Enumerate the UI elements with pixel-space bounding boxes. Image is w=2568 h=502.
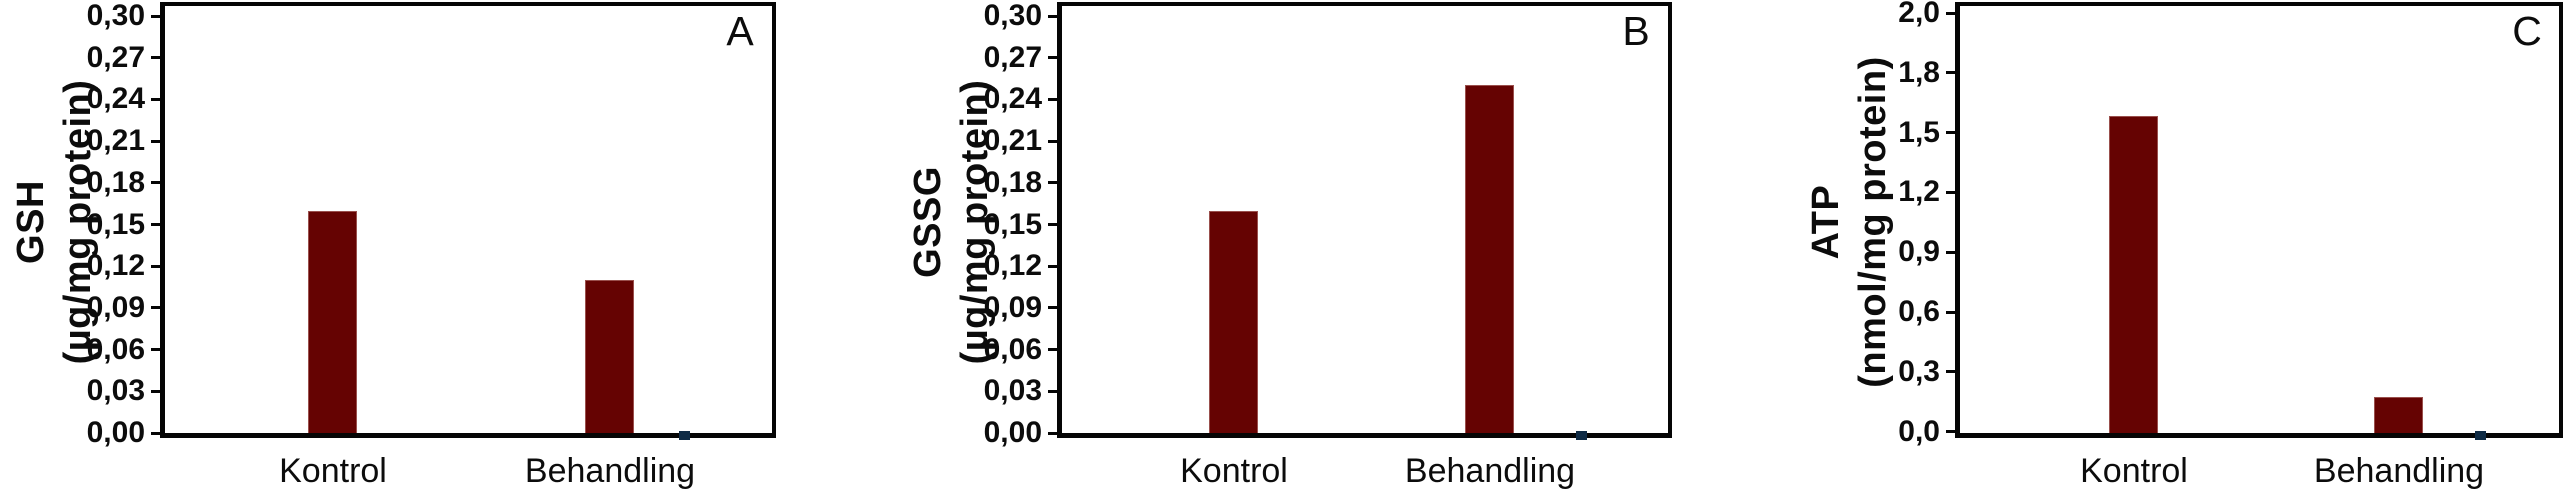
panel-letter: B (1622, 8, 1650, 54)
y-tick-mark (151, 56, 160, 59)
y-tick-mark (1048, 15, 1057, 18)
baseline-marker (2475, 431, 2486, 440)
y-tick-label: 0,27 (86, 41, 145, 74)
y-tick-mark (1048, 98, 1057, 101)
x-label-behandling: Behandling (2313, 452, 2485, 490)
y-tick-label: 0,00 (983, 416, 1042, 449)
y-tick-mark (1048, 140, 1057, 143)
y-tick-label: 0,18 (983, 166, 1042, 199)
y-tick-label: 0,15 (983, 208, 1042, 241)
y-tick-mark (1048, 223, 1057, 226)
y-tick-mark (1048, 348, 1057, 351)
y-tick-mark (1048, 390, 1057, 393)
x-label-kontrol: Kontrol (2080, 452, 2188, 490)
y-tick-label: 0,24 (983, 82, 1042, 115)
y-tick-label: 0,27 (983, 41, 1042, 74)
y-tick-mark (1946, 311, 1955, 314)
y-tick-mark (1048, 265, 1057, 268)
x-label-kontrol: Kontrol (279, 452, 387, 490)
x-label-behandling: Behandling (524, 452, 696, 490)
y-tick-label: 0,21 (983, 124, 1042, 157)
y-tick-mark (151, 15, 160, 18)
y-tick-mark (1048, 181, 1057, 184)
y-tick-mark (151, 390, 160, 393)
y-tick-label: 0,18 (86, 166, 145, 199)
y-tick-label: 0,03 (86, 374, 145, 407)
y-tick-label: 0,0 (1898, 415, 1940, 448)
y-tick-label: 1,2 (1898, 175, 1940, 208)
y-tick-label: 0,6 (1898, 295, 1940, 328)
x-label-behandling: Behandling (1404, 452, 1576, 490)
baseline-marker (1576, 431, 1587, 440)
baseline-marker (679, 431, 690, 440)
x-label-kontrol: Kontrol (1180, 452, 1288, 490)
y-tick-mark (1048, 56, 1057, 59)
bar-kontrol (308, 211, 357, 433)
plot-area (160, 2, 776, 438)
y-tick-mark (151, 306, 160, 309)
y-tick-mark (1946, 251, 1955, 254)
y-tick-label: 0,30 (86, 0, 145, 32)
y-tick-label: 0,06 (86, 333, 145, 366)
y-tick-label: 0,12 (983, 249, 1042, 282)
y-tick-mark (1946, 12, 1955, 15)
y-tick-mark (1048, 306, 1057, 309)
y-tick-mark (151, 140, 160, 143)
y-tick-mark (151, 265, 160, 268)
y-tick-label: 1,5 (1898, 116, 1940, 149)
bar-kontrol (2109, 116, 2158, 433)
y-tick-mark (1946, 430, 1955, 433)
y-tick-mark (151, 348, 160, 351)
y-tick-label: 1,8 (1898, 56, 1940, 89)
y-tick-label: 0,06 (983, 333, 1042, 366)
bar-behandling (1465, 85, 1514, 433)
y-tick-mark (1946, 71, 1955, 74)
y-tick-label: 0,30 (983, 0, 1042, 32)
y-tick-mark (151, 432, 160, 435)
y-tick-label: 0,03 (983, 374, 1042, 407)
bar-kontrol (1209, 211, 1258, 433)
plot-area (1955, 2, 2563, 438)
y-tick-label: 0,21 (86, 124, 145, 157)
bar-behandling (2374, 397, 2423, 433)
bar-behandling (585, 280, 634, 433)
y-tick-mark (151, 181, 160, 184)
panel-letter: C (2512, 8, 2542, 54)
y-tick-label: 2,0 (1898, 0, 1940, 29)
y-tick-mark (1048, 432, 1057, 435)
y-tick-label: 0,09 (86, 291, 145, 324)
y-tick-label: 0,00 (86, 416, 145, 449)
y-tick-label: 0,15 (86, 208, 145, 241)
y-tick-mark (1946, 131, 1955, 134)
y-tick-label: 0,24 (86, 82, 145, 115)
y-tick-label: 0,12 (86, 249, 145, 282)
y-tick-mark (1946, 191, 1955, 194)
y-tick-mark (151, 223, 160, 226)
y-tick-label: 0,09 (983, 291, 1042, 324)
y-tick-mark (1946, 370, 1955, 373)
plot-area (1057, 2, 1672, 438)
y-tick-label: 0,9 (1898, 235, 1940, 268)
panel-letter: A (726, 8, 754, 54)
y-tick-label: 0,3 (1898, 355, 1940, 388)
y-tick-mark (151, 98, 160, 101)
